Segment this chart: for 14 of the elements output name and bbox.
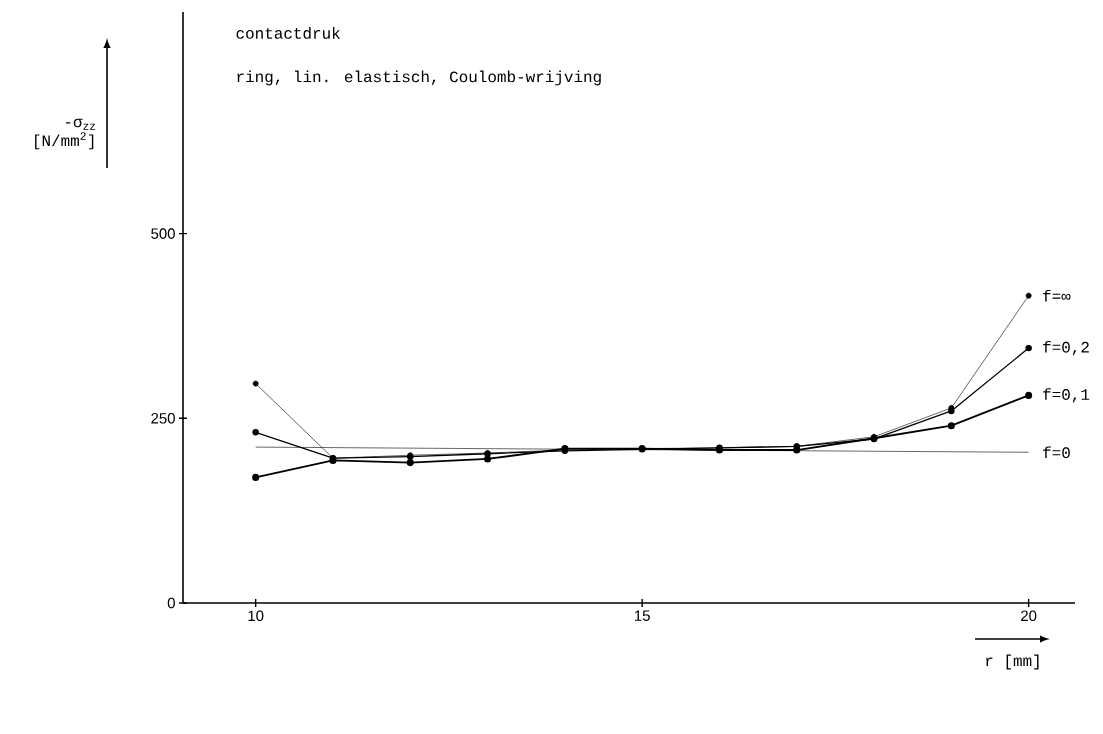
y-tick-label: 500 <box>151 228 175 239</box>
text: contactdruk <box>236 27 340 39</box>
x-tick-label: 10 <box>248 610 264 622</box>
y-axis-title: -σ$_{zz}$ [N/mm$^{2}$] <box>35 118 96 150</box>
y-tick-label: 250 <box>151 413 175 424</box>
x-tick-label: 15 <box>634 610 650 621</box>
x-axis-title: r [mm] <box>986 654 1039 670</box>
x-tick-label: 20 <box>1021 610 1037 622</box>
series-label: f=0 <box>1043 446 1070 459</box>
text: ring, lin. elastisch, Coulomb-wrijving <box>237 70 601 86</box>
series-label: f=0,2 <box>1043 340 1089 356</box>
y-tick-label: 0 <box>167 597 175 609</box>
series-label: f=∞ <box>1043 289 1071 302</box>
series-label: f=0,1 <box>1043 388 1090 403</box>
